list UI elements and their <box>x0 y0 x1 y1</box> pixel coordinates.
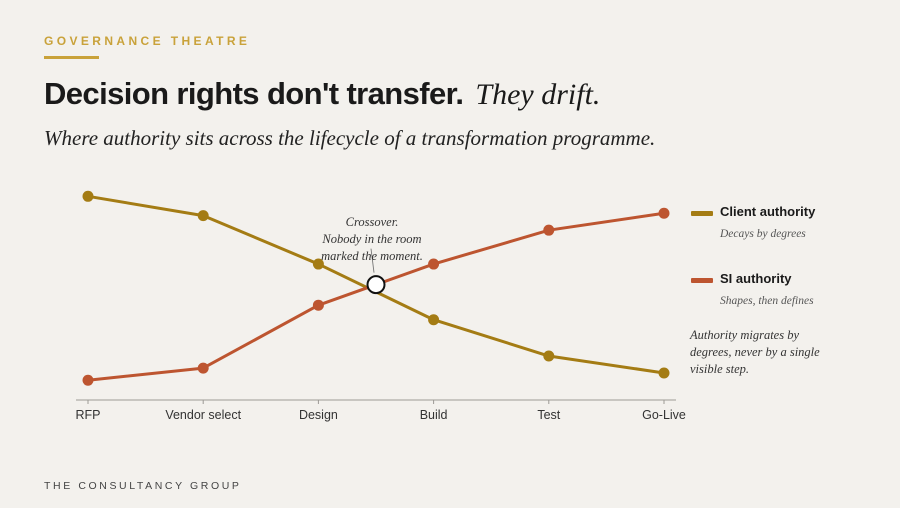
eyebrow-rule <box>44 56 99 59</box>
legend-swatch-si <box>691 278 713 283</box>
crossover-label-line: Crossover. <box>346 215 399 229</box>
eyebrow: GOVERNANCE THEATRE <box>44 34 251 48</box>
headline-italic: They drift. <box>475 78 601 111</box>
legend-swatch-client <box>691 211 713 216</box>
footer-brand: THE CONSULTANCY GROUP <box>44 480 242 492</box>
annotation-line: Authority migrates by <box>690 328 800 342</box>
x-tick-label: Design <box>299 408 338 422</box>
annotation-line: visible step. <box>690 362 750 376</box>
data-point-client <box>82 190 94 202</box>
data-point-si <box>543 224 555 236</box>
data-point-si <box>82 374 94 386</box>
data-point-client <box>658 367 670 379</box>
headline-bold: Decision rights don't transfer. <box>44 76 464 111</box>
data-point-client <box>312 258 324 270</box>
x-tick-label: Build <box>420 408 448 422</box>
annotation-line: degrees, never by a single <box>690 345 820 359</box>
legend-desc-client: Decays by degrees <box>720 228 806 240</box>
x-tick-label: RFP <box>76 408 101 422</box>
legend-desc-si: Shapes, then defines <box>720 295 814 307</box>
data-point-si <box>197 362 209 374</box>
legend-label-client: Client authority <box>720 204 816 219</box>
subtitle: Where authority sits across the lifecycl… <box>44 126 656 150</box>
data-point-si <box>312 299 324 311</box>
data-point-si <box>658 207 670 219</box>
headline: Decision rights don't transfer. They dri… <box>44 76 600 112</box>
data-point-si <box>428 258 440 270</box>
crossover-label-line: marked the moment. <box>321 249 423 263</box>
x-tick-label: Go-Live <box>642 408 686 422</box>
data-point-client <box>197 210 209 222</box>
crossover-leader <box>370 248 375 273</box>
crossover-marker <box>366 275 386 295</box>
crossover-label-line: Nobody in the room <box>321 232 421 246</box>
data-point-client <box>428 314 440 326</box>
x-tick-label: Test <box>537 408 560 422</box>
data-point-client <box>543 350 555 362</box>
x-tick-label: Vendor select <box>165 408 241 422</box>
side-annotation: Authority migrates by degrees, never by … <box>690 327 840 378</box>
legend-label-si: SI authority <box>720 271 792 286</box>
